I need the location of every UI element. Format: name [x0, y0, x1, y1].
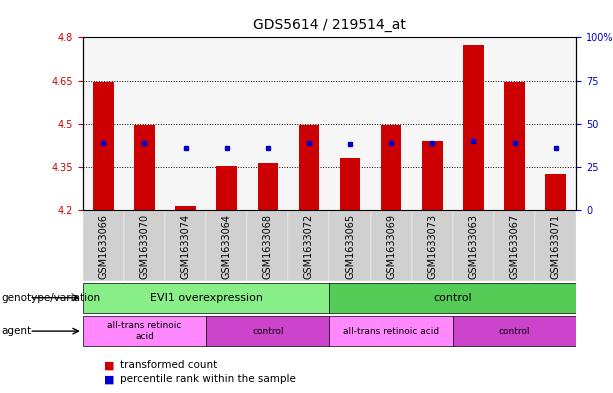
- Text: GSM1633073: GSM1633073: [427, 214, 437, 279]
- Text: control: control: [252, 327, 284, 336]
- Text: GSM1633074: GSM1633074: [181, 214, 191, 279]
- Text: all-trans retinoic
acid: all-trans retinoic acid: [107, 321, 181, 341]
- Bar: [257, 163, 278, 210]
- Bar: [134, 125, 154, 210]
- Text: GSM1633066: GSM1633066: [98, 214, 109, 279]
- Bar: [93, 82, 113, 210]
- Bar: [83, 37, 124, 210]
- Text: agent: agent: [1, 326, 31, 336]
- Bar: [206, 37, 247, 210]
- Bar: [381, 125, 402, 210]
- Bar: [216, 165, 237, 210]
- Bar: [546, 174, 566, 210]
- Bar: [330, 316, 453, 346]
- Bar: [371, 210, 412, 281]
- Bar: [453, 37, 494, 210]
- Text: GSM1633072: GSM1633072: [304, 214, 314, 279]
- Text: GSM1633064: GSM1633064: [222, 214, 232, 279]
- Bar: [535, 210, 576, 281]
- Text: ■: ■: [104, 374, 115, 384]
- Bar: [330, 37, 371, 210]
- Bar: [83, 316, 206, 346]
- Bar: [247, 37, 288, 210]
- Bar: [330, 283, 576, 313]
- Bar: [371, 37, 412, 210]
- Title: GDS5614 / 219514_at: GDS5614 / 219514_at: [253, 18, 406, 32]
- Text: control: control: [433, 293, 472, 303]
- Text: control: control: [499, 327, 530, 336]
- Text: all-trans retinoic acid: all-trans retinoic acid: [343, 327, 440, 336]
- Bar: [165, 37, 206, 210]
- Text: percentile rank within the sample: percentile rank within the sample: [120, 374, 295, 384]
- Text: GSM1633069: GSM1633069: [386, 214, 396, 279]
- Text: EVI1 overexpression: EVI1 overexpression: [150, 293, 262, 303]
- Bar: [165, 210, 206, 281]
- Bar: [340, 158, 360, 210]
- Bar: [535, 37, 576, 210]
- Text: GSM1633071: GSM1633071: [550, 214, 561, 279]
- Bar: [494, 210, 535, 281]
- Bar: [206, 316, 330, 346]
- Bar: [453, 210, 494, 281]
- Bar: [288, 37, 330, 210]
- Text: GSM1633063: GSM1633063: [468, 214, 478, 279]
- Text: GSM1633068: GSM1633068: [263, 214, 273, 279]
- Text: GSM1633070: GSM1633070: [139, 214, 150, 279]
- Bar: [412, 37, 453, 210]
- Bar: [206, 210, 247, 281]
- Text: GSM1633067: GSM1633067: [509, 214, 520, 279]
- Bar: [453, 316, 576, 346]
- Bar: [83, 283, 330, 313]
- Bar: [504, 82, 525, 210]
- Bar: [175, 206, 196, 210]
- Text: GSM1633065: GSM1633065: [345, 214, 355, 279]
- Bar: [412, 210, 453, 281]
- Text: genotype/variation: genotype/variation: [1, 293, 101, 303]
- Bar: [299, 125, 319, 210]
- Bar: [288, 210, 330, 281]
- Text: ■: ■: [104, 360, 115, 371]
- Bar: [83, 210, 124, 281]
- Bar: [124, 37, 165, 210]
- Bar: [330, 210, 371, 281]
- Bar: [124, 210, 165, 281]
- Bar: [247, 210, 288, 281]
- Bar: [463, 44, 484, 210]
- Bar: [422, 141, 443, 210]
- Text: transformed count: transformed count: [120, 360, 217, 371]
- Bar: [494, 37, 535, 210]
